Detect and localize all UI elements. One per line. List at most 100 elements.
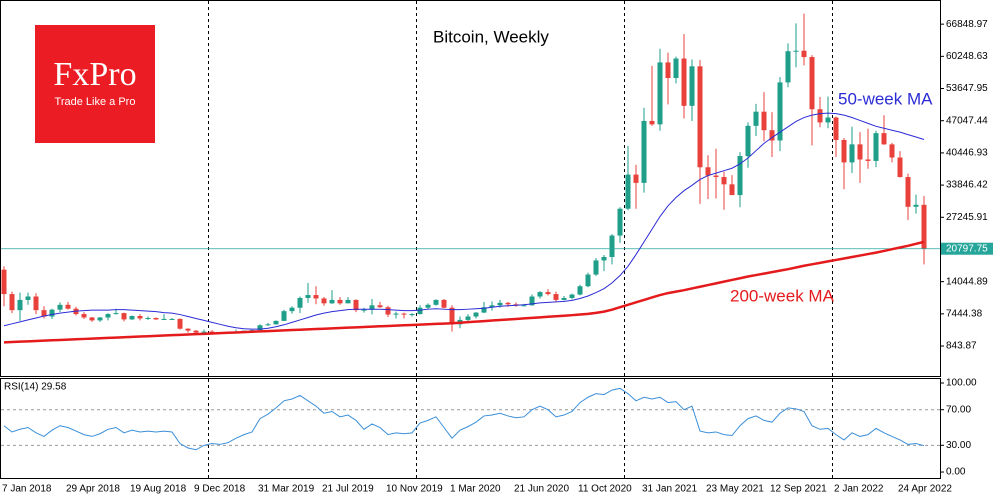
candle-body — [33, 296, 39, 311]
candle-body — [281, 311, 287, 321]
candle-body — [425, 304, 431, 308]
x-tick-label: 19 Aug 2018 — [130, 484, 187, 495]
candle-body — [625, 174, 631, 209]
y-tick-label: 33846.42 — [946, 180, 988, 191]
candle-body — [265, 324, 271, 326]
x-tick-label: 21 Jul 2019 — [322, 484, 374, 495]
x-tick-label: 23 May 2021 — [706, 484, 764, 495]
candle-body — [785, 51, 791, 83]
candle-body — [689, 66, 695, 106]
candle-body — [161, 318, 167, 320]
last-price-label: 20797.75 — [946, 243, 988, 254]
candle-body — [385, 307, 391, 315]
candle-body — [257, 325, 263, 331]
candle-body — [761, 111, 767, 131]
candle-body — [865, 159, 871, 161]
candle-body — [369, 305, 375, 310]
candle-body — [25, 296, 31, 300]
x-tick-label: 7 Jan 2018 — [2, 484, 52, 495]
candle-body — [377, 305, 383, 308]
candle-body — [913, 204, 919, 207]
candle-body — [145, 317, 151, 319]
x-tick-label: 12 Sep 2021 — [770, 484, 827, 495]
y-tick-label: 66848.97 — [946, 19, 988, 30]
candle-body — [305, 295, 311, 298]
x-tick-label: 29 Apr 2018 — [66, 484, 120, 495]
candle-body — [409, 314, 415, 316]
logo-tagline: Trade Like a Pro — [55, 96, 136, 108]
candle-body — [665, 62, 671, 79]
y-tick-label: 70.00 — [946, 404, 971, 415]
candle-body — [1, 269, 7, 295]
candle-body — [297, 297, 303, 308]
candle-body — [129, 316, 135, 320]
candle-body — [657, 62, 663, 125]
x-tick-label: 1 Mar 2020 — [450, 484, 501, 495]
candle-body — [745, 125, 751, 157]
candle-body — [713, 175, 719, 178]
candle-body — [609, 235, 615, 258]
x-tick-label: 11 Oct 2020 — [578, 484, 632, 495]
candle-body — [737, 156, 743, 196]
candle-body — [729, 184, 735, 196]
candle-body — [417, 307, 423, 315]
candle-body — [561, 297, 567, 300]
candle-body — [801, 50, 807, 58]
candle-body — [777, 82, 783, 141]
y-tick-label: 100.00 — [946, 378, 977, 389]
y-tick-label: 14044.89 — [946, 276, 988, 287]
candle-body — [601, 257, 607, 261]
series-line — [3, 387, 925, 451]
candle-body — [313, 295, 319, 299]
series-line — [3, 240, 925, 344]
main-panel — [0, 0, 941, 377]
candle-body — [473, 312, 479, 317]
candle-body — [49, 309, 55, 317]
candle-body — [769, 130, 775, 141]
logo-name: FxPro — [53, 56, 136, 93]
candle-body — [345, 299, 351, 304]
candle-body — [873, 133, 879, 161]
candle-body — [57, 304, 63, 310]
candle-body — [273, 320, 279, 325]
candle-body — [849, 144, 855, 163]
candle-body — [185, 328, 191, 331]
candle-body — [9, 294, 15, 311]
candle-body — [465, 316, 471, 320]
candle-body — [401, 313, 407, 315]
candle-body — [497, 302, 503, 306]
candle-body — [537, 292, 543, 297]
y-tick-label: 30.00 — [946, 440, 971, 451]
candle-body — [841, 139, 847, 163]
candle-body — [505, 302, 511, 305]
candle-body — [617, 208, 623, 236]
candle-body — [529, 296, 535, 306]
candle-body — [641, 120, 647, 183]
candle-body — [825, 117, 831, 123]
series-line — [3, 112, 925, 330]
indicator-label: RSI(14) 29.58 — [4, 382, 67, 393]
candle-body — [177, 318, 183, 329]
candle-body — [153, 317, 159, 320]
candle-body — [833, 117, 839, 140]
candle-body — [569, 294, 575, 298]
candle-body — [441, 299, 447, 308]
candle-body — [353, 299, 359, 311]
candle-body — [881, 133, 887, 145]
candle-body — [289, 307, 295, 312]
y-tick-label: 0.00 — [946, 467, 966, 478]
y-tick-label: 843.87 — [946, 341, 977, 352]
x-tick-label: 9 Dec 2018 — [194, 484, 246, 495]
candle-body — [681, 58, 687, 106]
candle-body — [673, 58, 679, 79]
candle-body — [337, 299, 343, 304]
candle-body — [633, 174, 639, 183]
logo — [35, 25, 155, 143]
candle-body — [113, 313, 119, 315]
candle-body — [817, 109, 823, 123]
series-label: 50-week MA — [838, 89, 933, 108]
x-tick-label: 24 Apr 2022 — [898, 484, 952, 495]
candle-body — [889, 144, 895, 158]
candle-body — [897, 157, 903, 178]
candle-body — [65, 304, 71, 309]
